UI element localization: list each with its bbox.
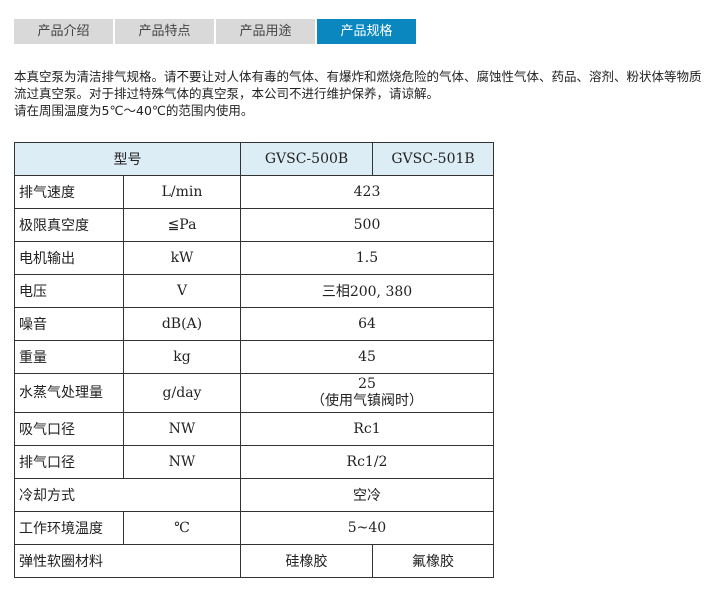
row-value-text: 45 [358, 349, 376, 365]
table-row: 电机输出 kW 1.5 [14, 241, 494, 275]
table-row: 工作环境温度 ℃ 5~40 [14, 511, 494, 545]
table-row: 吸气口径 NW Rc1 [14, 412, 494, 446]
table-row: 水蒸气处理量 g/day 25 （使用气镇阀时） [14, 373, 494, 413]
row-value: Rc1/2 [240, 445, 494, 479]
table-row: 排气速度 L/min 423 [14, 175, 494, 209]
row-name: 吸气口径 [14, 412, 124, 446]
row-value-text: Rc1 [353, 421, 381, 437]
spec-table: 型号 GVSC-500B GVSC-501B 排气速度 L/min 423 极限真空度… [14, 142, 494, 578]
row-unit: g/day [123, 373, 241, 413]
row-unit: kg [123, 340, 241, 374]
row-name: 重量 [14, 340, 124, 374]
row-value-text: 1.5 [355, 250, 379, 266]
row-value: 45 [240, 340, 494, 374]
row-unit: kW [123, 241, 241, 275]
row-name: 工作环境温度 [14, 511, 124, 545]
row-value: 25 （使用气镇阀时） [240, 373, 494, 413]
row-name: 电机输出 [14, 241, 124, 275]
description: 本真空泵为清洁排气规格。请不要让对人体有毒的气体、有爆炸和燃烧危险的气体、腐蚀性… [14, 68, 709, 119]
row-value: 5~40 [240, 511, 494, 545]
tab-uses[interactable]: 产品用途 [216, 19, 315, 44]
table-row: 极限真空度 ≦Pa 500 [14, 208, 494, 242]
description-para-2: 请在周围温度为5℃～40℃的范围内使用。 [14, 103, 254, 118]
row-value-text: 500 [353, 217, 381, 233]
row-value: Rc1 [240, 412, 494, 446]
row-name: 排气速度 [14, 175, 124, 209]
row-value-text: 423 [353, 184, 381, 200]
header-row: 型号 GVSC-500B GVSC-501B [14, 142, 494, 176]
model-label: 型号 [14, 142, 241, 176]
row-value-text: 三相200, 380 [321, 284, 413, 300]
row-name: 水蒸气处理量 [14, 373, 124, 413]
row-value-text: Rc1/2 [346, 454, 388, 470]
row-unit: L/min [123, 175, 241, 209]
row-name: 冷却方式 [14, 478, 241, 512]
row-value: 64 [240, 307, 494, 341]
row-value-text: 25 [358, 376, 376, 392]
table-row: 噪音 dB(A) 64 [14, 307, 494, 341]
row-value-text: 64 [358, 316, 376, 332]
row-unit: NW [123, 445, 241, 479]
table-row: 重量 kg 45 [14, 340, 494, 374]
row-name: 弹性软圈材料 [14, 544, 241, 578]
row-note: （使用气镇阀时） [311, 393, 423, 409]
table-row: 电压 V 三相200, 380 [14, 274, 494, 308]
tab-features[interactable]: 产品特点 [115, 19, 214, 44]
row-value-text: 5~40 [347, 520, 387, 536]
row-value: 空冷 [240, 478, 494, 512]
table-row: 弹性软圈材料 硅橡胶 氟橡胶 [14, 544, 494, 578]
table-row: 排气口径 NW Rc1/2 [14, 445, 494, 479]
row-value: 硅橡胶 [240, 544, 373, 578]
row-unit: V [123, 274, 241, 308]
tab-bar: 产品介绍 产品特点 产品用途 产品规格 [14, 19, 418, 44]
model-500b: GVSC-500B [240, 142, 373, 176]
row-name: 排气口径 [14, 445, 124, 479]
row-value: 500 [240, 208, 494, 242]
model-501b: GVSC-501B [372, 142, 494, 176]
row-value: 氟橡胶 [372, 544, 494, 578]
row-value: 1.5 [240, 241, 494, 275]
description-para-1: 本真空泵为清洁排气规格。请不要让对人体有毒的气体、有爆炸和燃烧危险的气体、腐蚀性… [14, 69, 702, 101]
row-unit: ℃ [123, 511, 241, 545]
row-value: 三相200, 380 [240, 274, 494, 308]
row-name: 电压 [14, 274, 124, 308]
row-unit: NW [123, 412, 241, 446]
tab-specs[interactable]: 产品规格 [317, 19, 416, 44]
row-name: 噪音 [14, 307, 124, 341]
row-value: 423 [240, 175, 494, 209]
row-unit: ≦Pa [123, 208, 241, 242]
row-unit: dB(A) [123, 307, 241, 341]
tab-intro[interactable]: 产品介绍 [14, 19, 113, 44]
row-name: 极限真空度 [14, 208, 124, 242]
table-row: 冷却方式 空冷 [14, 478, 494, 512]
